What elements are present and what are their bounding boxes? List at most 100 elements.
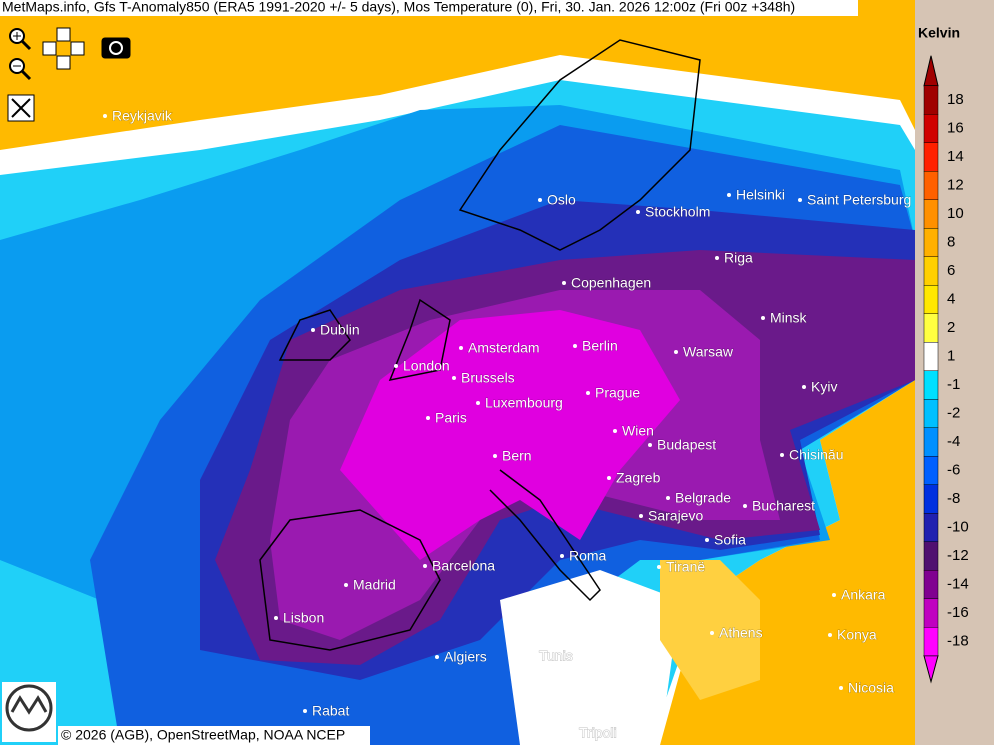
attribution-background [58,726,370,745]
city-dot [586,391,590,395]
legend-tick-label: 10 [947,205,964,222]
legend-tick-label: 8 [947,233,955,250]
colorbar-segment [923,627,939,656]
city-dot [538,198,542,202]
city-dot [303,709,307,713]
legend-tick-label: 2 [947,319,955,336]
city-dot [344,583,348,587]
legend-tick-label: -1 [947,376,960,393]
city-dot [648,443,652,447]
city-dot [727,193,731,197]
city-label: Paris [435,410,467,426]
city-label: Riga [724,250,753,266]
anomaly-area [500,570,680,745]
zoom-out-button[interactable] [9,58,32,81]
city-label: Helsinki [736,187,785,203]
city-label: Prague [595,385,640,401]
pan-buttons[interactable] [42,27,85,70]
city-label: Ankara [841,587,886,603]
city-label: Barcelona [432,558,495,574]
city-dot [780,453,784,457]
city-dot [452,376,456,380]
city-dot [435,655,439,659]
city-dot [832,593,836,597]
city-dot [802,385,806,389]
colorbar-segment [923,370,939,400]
legend-tick-label: -14 [947,575,969,592]
colorbar-segment [923,199,939,229]
city-dot [607,476,611,480]
city-label: Brussels [461,370,515,386]
city-dot [743,504,747,508]
city-dot [715,256,719,260]
city-dot [636,210,640,214]
city-label: Warsaw [683,344,734,360]
legend-tick-label: -10 [947,518,969,535]
city-label: Roma [569,548,607,564]
fullscreen-button[interactable] [7,94,35,122]
colorbar-segment [923,598,939,628]
city-dot [560,554,564,558]
city-label: Stockholm [645,204,710,220]
city-label: Amsterdam [468,340,540,356]
colorbar-segment [923,399,939,428]
city-label: Zagreb [616,470,661,486]
legend-tick-label: -4 [947,433,960,450]
city-dot [705,538,709,542]
city-label: Sarajevo [648,508,703,524]
city-label: Lisbon [283,610,324,626]
city-dot [573,344,577,348]
city-label: Copenhagen [571,275,651,291]
legend-tick-label: -8 [947,490,960,507]
city-dot [530,654,534,658]
city-dot [570,731,574,735]
city-dot [394,364,398,368]
title-background [0,0,858,16]
city-dot [103,114,107,118]
colorbar-segment [923,114,939,143]
city-label: Konya [837,627,877,643]
legend-tick-label: 18 [947,91,964,108]
colorbar-segment [923,484,939,514]
city-dot [761,316,765,320]
city-label: Sofia [714,532,746,548]
city-label: Bucharest [752,498,815,514]
city-label: Belgrade [675,490,731,506]
legend-tick-label: -2 [947,404,960,421]
city-dot [426,416,430,420]
city-labels: Reykjavik Oslo Stockholm Helsinki Saint Pete… [103,107,912,741]
city-label: Kyiv [811,379,837,395]
screenshot-button[interactable] [101,37,131,59]
legend-tick-label: 1 [947,347,955,364]
city-label: Tripoli [579,725,617,741]
city-dot [493,454,497,458]
city-dot [839,686,843,690]
city-label: Oslo [547,192,576,208]
colorbar-segment [923,285,939,314]
city-label: Tiranë [666,559,705,575]
city-dot [613,429,617,433]
zoom-in-button[interactable] [9,28,32,51]
map[interactable] [0,0,915,745]
city-label: Saint Petersburg [807,192,911,208]
map-title: MetMaps.info, Gfs T-Anomaly850 (ERA5 199… [2,0,795,15]
colorbar-segment [923,456,939,485]
legend-tick-label: -12 [947,547,969,564]
city-dot [476,401,480,405]
city-dot [562,281,566,285]
city-label: London [403,358,450,374]
city-label: Algiers [444,649,487,665]
city-label: Athens [719,625,763,641]
city-dot [666,496,670,500]
anomaly-area [660,560,760,700]
legend-tick-label: 14 [947,148,964,165]
city-dot [674,350,678,354]
colorbar-segment [923,342,939,371]
coastlines [259,39,701,651]
city-label: Minsk [770,310,808,326]
city-label: Dublin [320,322,360,338]
legend-tick-label: 12 [947,176,964,193]
legend: Kelvin 18 16 14 12 10 8 6 4 2 1 -1 -2 -4 -6 -8 -10 -12 -1… [915,0,994,745]
city-label: Berlin [582,338,618,354]
city-dot [798,198,802,202]
